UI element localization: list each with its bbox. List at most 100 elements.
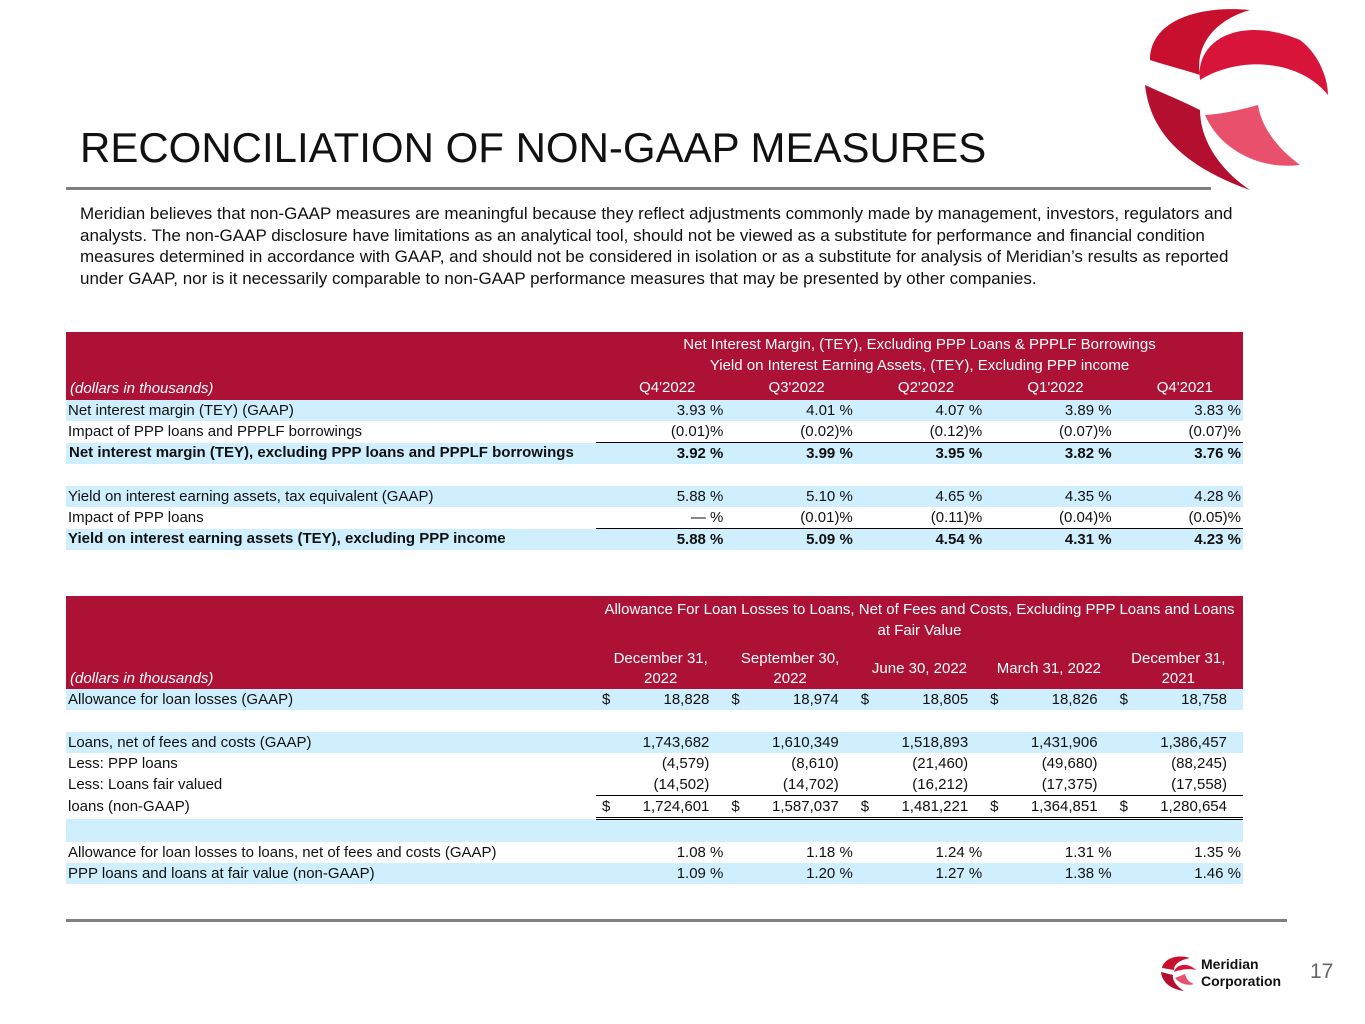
currency: $: [602, 797, 611, 815]
column-header: December 31, 2022: [596, 649, 726, 689]
value-cell: 4.31 %: [984, 528, 1114, 550]
value: 5.09 %: [806, 530, 853, 548]
value: 1.24 %: [935, 843, 983, 861]
value-cell: (0.02)%: [725, 421, 855, 443]
spacer-cell: [66, 818, 1243, 842]
value: 4.07 %: [935, 401, 983, 419]
value: 4.01 %: [806, 401, 853, 419]
column-header: December 31, 2021: [1113, 649, 1243, 689]
value-cell: $18,828: [596, 689, 726, 710]
value-cell: 3.92 %: [596, 442, 726, 464]
value-cell: 4.54 %: [854, 528, 985, 550]
units-label: (dollars in thousands): [66, 649, 596, 689]
column-header: Q1'2022: [984, 376, 1114, 400]
value-cell: $1,364,851: [984, 795, 1114, 820]
table-row: Yield on interest earning assets (TEY), …: [66, 528, 1243, 550]
table-row: Loans, net of fees and costs (GAAP) 1,743…: [66, 732, 1243, 753]
value: 4.28 %: [1194, 487, 1241, 505]
page-number: 17: [1310, 960, 1334, 983]
value: 1.46 %: [1194, 864, 1241, 882]
value: 4.23 %: [1194, 530, 1241, 548]
value: 1.18 %: [806, 843, 853, 861]
value-cell: 1.46 %: [1113, 863, 1243, 884]
title: RECONCILIATION OF NON-GAAP MEASURES: [80, 124, 987, 171]
heading-line: Yield on Interest Earning Assets, (TEY),…: [709, 357, 1130, 374]
value-cell: 1.38 %: [984, 863, 1114, 884]
value-cell: (21,460): [855, 753, 984, 774]
table-row: Net interest margin (TEY) (GAAP) 3.93 % 4.…: [66, 400, 1243, 421]
value: (88,245): [1171, 754, 1227, 772]
value: (0.07)%: [1188, 422, 1241, 440]
spacer-row: [66, 818, 1243, 842]
row-label: Less: PPP loans: [68, 754, 178, 772]
value: 5.10 %: [806, 487, 853, 505]
value-cell: (16,212): [854, 774, 985, 796]
value: 1.35 %: [1194, 843, 1241, 861]
value: 3.95 %: [935, 444, 983, 462]
company-line: Meridian: [1201, 956, 1259, 972]
spacer-row: [66, 464, 1243, 486]
value: 1,280,654: [1160, 797, 1227, 815]
value-cell: 3.95 %: [854, 442, 985, 464]
value: (14,502): [653, 775, 710, 793]
value-cell: 1,431,906: [984, 732, 1114, 753]
table-heading: Net Interest Margin, (TEY), Excluding PP…: [596, 332, 1243, 376]
table-row: Less: Loans fair valued (14,502) (14,702) (…: [66, 774, 1243, 796]
value-cell: 1.27 %: [854, 863, 985, 884]
spacer-cell: [66, 464, 1243, 486]
column-header: Q4'2022: [596, 376, 726, 400]
value-cell: 3.83 %: [1113, 400, 1243, 421]
value-cell: 1.31 %: [984, 842, 1113, 863]
row-label: Impact of PPP loans: [68, 508, 204, 526]
value: (0.05)%: [1188, 508, 1241, 526]
value: (17,558): [1171, 775, 1227, 793]
value: 1,518,893: [901, 733, 969, 751]
footer-rule: [66, 919, 1287, 922]
value-cell: $1,724,601: [596, 795, 726, 820]
value: 5.88 %: [676, 487, 724, 505]
value-cell: 4.23 %: [1113, 528, 1243, 550]
value: (4,579): [661, 754, 710, 772]
row-label: Yield on interest earning assets (TEY), …: [66, 528, 596, 550]
row-label: Impact of PPP loans and PPPLF borrowings: [68, 422, 363, 440]
value: 1,431,906: [1030, 733, 1098, 751]
value-cell: 4.28 %: [1113, 486, 1243, 507]
value-cell: 1.08 %: [596, 842, 725, 863]
value-cell: 1,518,893: [854, 732, 985, 753]
value-cell: 5.10 %: [725, 486, 855, 507]
value-cell: (0.11)%: [854, 507, 985, 529]
currency: $: [990, 797, 999, 815]
value-cell: — %: [596, 507, 726, 529]
allowance-table: Allowance For Loan Losses to Loans, Net …: [66, 596, 1243, 884]
column-header: June 30, 2022: [854, 649, 985, 689]
column-header: Q2'2022: [854, 376, 985, 400]
value: 18,805: [922, 690, 969, 708]
value-cell: (88,245): [1114, 753, 1243, 774]
value: (8,610): [791, 754, 839, 772]
value: (0.04)%: [1059, 508, 1112, 526]
header-cell: [66, 596, 596, 649]
currency: $: [731, 797, 740, 815]
column-header: Q3'2022: [725, 376, 855, 400]
value: 5.88 %: [676, 530, 724, 548]
currency: $: [1119, 797, 1128, 815]
value: (49,680): [1041, 754, 1098, 772]
value: (0.01)%: [670, 422, 724, 440]
value: 4.31 %: [1064, 530, 1112, 548]
value: 1,481,221: [901, 797, 969, 815]
value: 1.08 %: [676, 843, 724, 861]
column-header: March 31, 2022: [984, 649, 1114, 689]
value: 3.92 %: [676, 444, 724, 462]
value: (0.07)%: [1059, 422, 1112, 440]
value-cell: (0.01)%: [596, 421, 726, 443]
value-cell: $18,974: [725, 689, 855, 710]
units-label: (dollars in thousands): [66, 376, 596, 400]
value-cell: (0.05)%: [1113, 507, 1243, 529]
value: 1,610,349: [772, 733, 839, 751]
value: 1.20 %: [806, 864, 853, 882]
value-cell: 3.99 %: [725, 442, 855, 464]
value: (21,460): [912, 754, 969, 772]
value-cell: 3.89 %: [984, 400, 1114, 421]
value-cell: $18,826: [984, 689, 1114, 710]
footer-logo: [1161, 956, 1196, 991]
